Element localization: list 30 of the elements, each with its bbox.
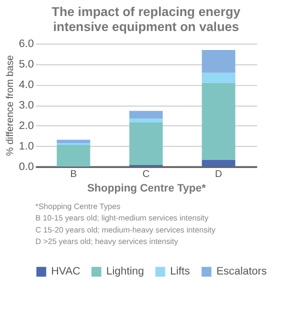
bar (56, 145, 90, 167)
bar (129, 122, 163, 165)
legend-label: Escalators (216, 266, 268, 278)
bar (202, 72, 236, 83)
x-tick-label: D (215, 168, 222, 180)
x-axis-title: Shopping Centre Type* (87, 182, 207, 195)
bar (202, 160, 236, 167)
y-tick-label: 3.0 (18, 100, 34, 112)
text: B 10-15 years old; light-medium services intensity (35, 214, 208, 223)
y-tick-label: 6.0 (18, 38, 34, 50)
x-tick-label: C (142, 168, 150, 180)
y-tick-label: 4.0 (18, 79, 34, 92)
bar (56, 140, 90, 143)
y-tick-label: 2.0 (18, 120, 34, 132)
bar (202, 82, 236, 160)
y-tick-label: 5.0 (18, 58, 34, 71)
x-tick-label: B (70, 168, 78, 180)
bar (202, 50, 236, 73)
legend-label: HVAC (51, 266, 81, 278)
bar (129, 118, 163, 123)
text: *Shopping Centre Types (35, 202, 121, 211)
y-tick-label: 0.0 (18, 161, 34, 173)
y-tick-label: 1.0 (18, 140, 34, 153)
legend-label: Lifts (170, 266, 191, 278)
legend-label: Lighting (106, 266, 144, 278)
chart-title: The impact of replacing energy intensive equipment on values (52, 4, 242, 34)
bar (129, 110, 163, 119)
text: C 15-20 years old; medium-heavy services intensity (35, 225, 216, 234)
y-axis-title: % difference from base (4, 54, 16, 156)
text: D >25 years old; heavy services intensity (35, 237, 178, 246)
